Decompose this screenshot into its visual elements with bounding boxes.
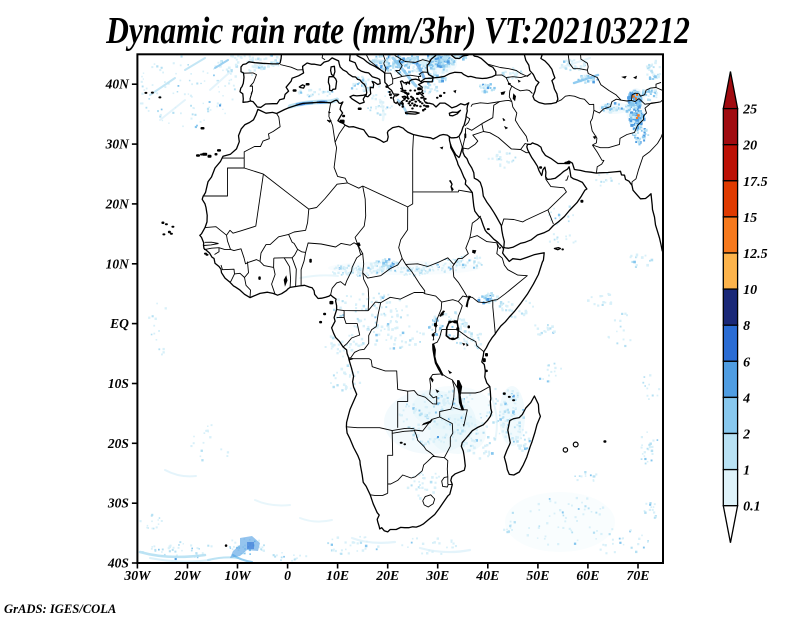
svg-text:2: 2 — [742, 428, 750, 443]
svg-text:25: 25 — [742, 103, 757, 118]
svg-text:0: 0 — [284, 568, 291, 583]
svg-text:70E: 70E — [627, 568, 650, 583]
svg-text:4: 4 — [742, 391, 750, 406]
svg-text:10: 10 — [743, 283, 757, 298]
svg-text:10S: 10S — [108, 376, 129, 391]
svg-text:10W: 10W — [224, 568, 252, 583]
svg-text:10N: 10N — [106, 256, 131, 271]
svg-text:EQ: EQ — [109, 316, 129, 331]
svg-text:20E: 20E — [375, 568, 399, 583]
svg-text:20S: 20S — [107, 436, 129, 451]
svg-text:20W: 20W — [173, 568, 202, 583]
svg-text:30E: 30E — [425, 568, 449, 583]
svg-text:Dynamic rain rate (mm/3hr) VT:: Dynamic rain rate (mm/3hr) VT:2021032212 — [105, 9, 690, 52]
svg-text:12.5: 12.5 — [743, 247, 768, 262]
svg-text:20N: 20N — [105, 196, 131, 211]
svg-text:8: 8 — [743, 319, 750, 334]
svg-text:15: 15 — [743, 211, 757, 226]
svg-text:30W: 30W — [123, 568, 152, 583]
svg-text:30S: 30S — [107, 496, 129, 511]
svg-text:50E: 50E — [526, 568, 549, 583]
svg-text:1: 1 — [743, 464, 750, 479]
svg-text:40E: 40E — [475, 568, 499, 583]
svg-text:40S: 40S — [107, 556, 129, 571]
svg-text:30N: 30N — [105, 137, 131, 152]
svg-text:20: 20 — [742, 139, 757, 154]
svg-text:6: 6 — [743, 355, 750, 370]
svg-text:GrADS: IGES/COLA: GrADS: IGES/COLA — [4, 602, 116, 616]
svg-text:17.5: 17.5 — [743, 175, 768, 190]
svg-text:60E: 60E — [576, 568, 599, 583]
svg-text:10E: 10E — [326, 568, 349, 583]
svg-text:40N: 40N — [105, 77, 131, 92]
svg-text:0.1: 0.1 — [743, 500, 761, 515]
